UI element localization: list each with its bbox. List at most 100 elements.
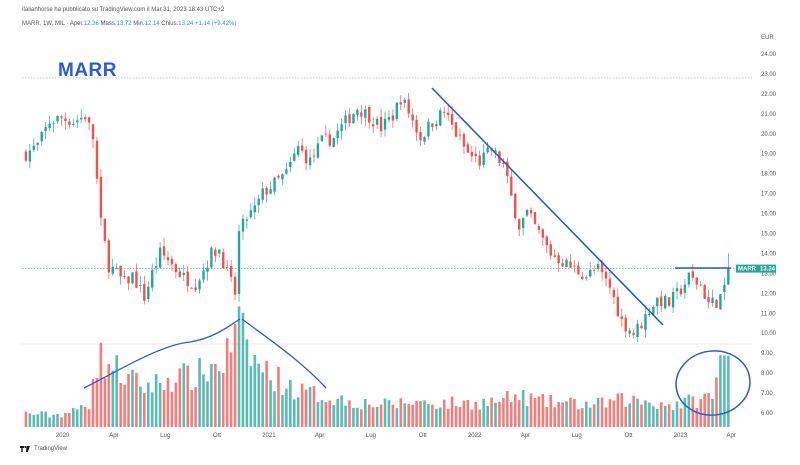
candle-body <box>683 284 687 293</box>
volume-bar <box>71 408 75 427</box>
candle-body <box>245 219 249 221</box>
candle-body <box>269 189 272 194</box>
candle-body <box>364 109 367 118</box>
candle-body <box>316 143 320 158</box>
candle-body <box>652 306 655 315</box>
volume-bar <box>482 398 485 427</box>
candle-body <box>332 138 335 148</box>
candle-body <box>450 113 454 125</box>
volume-bar <box>450 396 454 427</box>
volume-bar <box>360 409 363 427</box>
x-tick-label: Lug <box>572 433 582 439</box>
candle-body <box>435 124 438 127</box>
candle-body <box>517 219 521 230</box>
candle-body <box>660 296 663 307</box>
y-tick-label: 8.00 <box>761 371 773 377</box>
volume-bar <box>277 366 280 427</box>
candle-body <box>577 265 580 275</box>
volume-bar <box>675 401 679 427</box>
volume-bar <box>115 355 119 427</box>
x-tick-label: Lug <box>366 433 376 439</box>
volume-bar <box>186 365 190 427</box>
candle-body <box>340 124 343 132</box>
candle-body <box>72 124 75 125</box>
candle-body <box>273 177 276 192</box>
price-tag-value: 13.24 <box>760 267 776 273</box>
volume-bar <box>348 400 351 427</box>
volume-bar <box>83 406 87 427</box>
y-tick-label: 20.00 <box>761 132 777 138</box>
candle-body <box>225 266 229 268</box>
candle-body <box>135 271 138 288</box>
volume-bar <box>146 382 150 427</box>
candle-body <box>79 117 83 120</box>
volume-bar <box>391 404 395 427</box>
volume-bar <box>249 366 253 427</box>
volume-bar <box>446 408 450 427</box>
candle-body <box>715 299 718 308</box>
volume-bar <box>462 400 466 427</box>
footer: TradingView <box>20 446 67 452</box>
volume-bar <box>387 400 391 427</box>
volume-bar <box>419 401 422 427</box>
volume-bar <box>119 382 122 427</box>
volume-bar <box>289 379 292 427</box>
volume-bar <box>431 404 434 427</box>
candle-body <box>368 106 371 123</box>
volume-bar <box>261 372 265 427</box>
volume-bar <box>340 395 343 427</box>
volume-bar <box>600 397 604 427</box>
candle-body <box>727 268 730 285</box>
volume-bar <box>237 306 241 427</box>
x-tick-label: Ott <box>625 433 633 439</box>
volume-bar <box>24 411 28 427</box>
candle-body <box>644 313 647 330</box>
candle-body <box>636 323 639 338</box>
candle-body <box>68 121 71 126</box>
y-tick-label: 24.00 <box>761 52 777 58</box>
candle-body <box>186 271 189 287</box>
volume-bar <box>257 363 261 427</box>
footer-brand: TradingView <box>34 446 68 452</box>
volume-bar <box>423 400 426 427</box>
candle-body <box>139 284 142 286</box>
y-tick-label: 9.00 <box>761 351 773 357</box>
tradingview-logo-icon <box>20 446 30 452</box>
volume-bar <box>296 397 300 427</box>
candle-body <box>123 276 126 277</box>
volume-bar <box>79 405 83 427</box>
candle-body <box>214 249 217 257</box>
volume-bar <box>210 364 213 427</box>
volume-bar <box>44 411 47 427</box>
candle-body <box>478 155 481 166</box>
candle-body <box>415 119 418 133</box>
volume-bar <box>56 414 59 427</box>
volume-bar <box>415 400 418 427</box>
volume-bar <box>162 389 166 427</box>
volume-bar <box>541 394 545 427</box>
ohlc-legend: MARR, 1W, MIL · Aper.12.36 Mass.13.72 Mi… <box>22 21 237 27</box>
volume-bar <box>99 342 103 427</box>
candle-body <box>569 261 572 268</box>
volume-bar <box>715 377 718 427</box>
candle-body <box>83 117 87 120</box>
volume-bar <box>154 374 158 427</box>
candle-body <box>486 147 489 153</box>
candle-body <box>40 131 43 142</box>
candle-body <box>222 252 225 269</box>
volume-bar <box>711 398 714 427</box>
candle-body <box>182 272 185 276</box>
volume-bar <box>198 357 201 427</box>
candle-body <box>285 169 288 174</box>
candle-body <box>194 287 197 291</box>
candle-body <box>679 288 683 295</box>
candle-body <box>592 270 596 272</box>
candle-body <box>300 145 304 151</box>
candle-body <box>308 157 312 166</box>
y-tick-label: 22.00 <box>761 92 777 98</box>
volume-bar <box>403 403 407 427</box>
x-tick-label: Apr <box>726 433 735 439</box>
volume-bar <box>60 417 63 427</box>
candle-body <box>210 247 213 268</box>
